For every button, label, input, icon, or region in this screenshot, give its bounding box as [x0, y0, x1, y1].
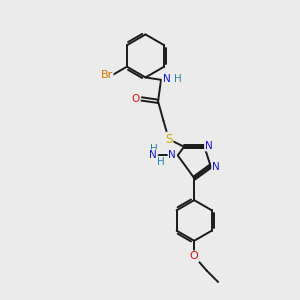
Text: H: H	[174, 74, 181, 84]
Text: H: H	[150, 144, 158, 154]
Text: N: N	[205, 140, 213, 151]
Text: O: O	[131, 94, 139, 104]
Text: S: S	[165, 133, 172, 146]
Text: O: O	[190, 251, 199, 261]
Text: N: N	[149, 150, 157, 161]
Text: N: N	[169, 150, 176, 160]
Text: N: N	[212, 162, 220, 172]
Text: N: N	[163, 74, 170, 84]
Text: Br: Br	[100, 70, 113, 80]
Text: H: H	[158, 157, 165, 167]
